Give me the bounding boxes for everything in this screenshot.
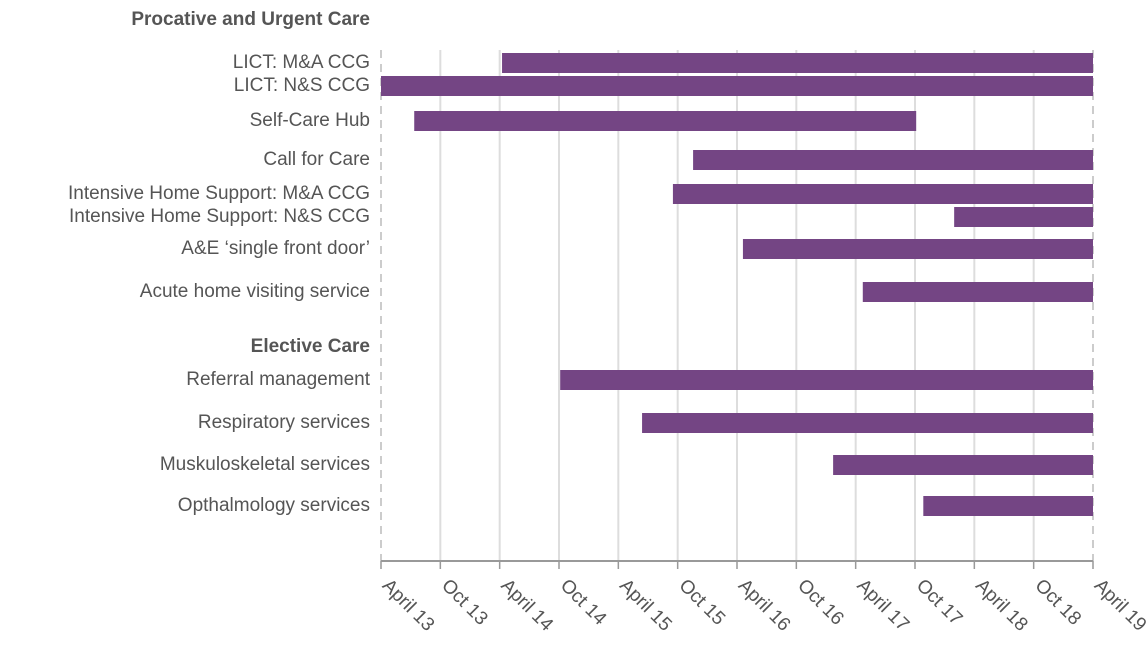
group-header: Procative and Urgent Care [131, 9, 370, 30]
task-label: A&E ‘single front door’ [181, 238, 370, 259]
task-bar [414, 111, 917, 131]
task-bar [862, 282, 1093, 302]
x-tick-label: Oct 13 [437, 575, 491, 629]
task-bar [642, 413, 1093, 433]
x-tick-label: April 15 [615, 575, 675, 635]
task-label: Muskuloskeletal services [160, 454, 370, 475]
task-bar [693, 150, 1093, 170]
x-tick-label: Oct 16 [793, 575, 847, 629]
x-tick-label: April 17 [853, 575, 913, 635]
task-bar [923, 496, 1093, 516]
x-tick-label: Oct 14 [556, 575, 611, 630]
task-label: LICT: N&S CCG [234, 75, 370, 96]
task-bar [672, 184, 1093, 204]
task-bar [742, 239, 1093, 259]
task-label: Acute home visiting service [140, 281, 370, 302]
task-bar [502, 53, 1093, 73]
task-label: Call for Care [263, 149, 370, 170]
task-bar [833, 455, 1093, 475]
x-tick-label: Oct 17 [912, 575, 966, 629]
task-label: Intensive Home Support: N&S CCG [69, 206, 370, 227]
task-label: Intensive Home Support: M&A CCG [68, 183, 370, 204]
x-tick-label: Oct 18 [1031, 575, 1085, 629]
task-bar [954, 207, 1093, 227]
task-label: Self-Care Hub [250, 110, 370, 131]
x-tick-label: April 19 [1090, 575, 1147, 635]
task-label: Referral management [186, 369, 370, 390]
task-label: Respiratory services [198, 412, 370, 433]
task-bar [381, 76, 1093, 96]
task-label: LICT: M&A CCG [233, 52, 370, 73]
group-header: Elective Care [251, 336, 370, 357]
x-tick-label: April 18 [971, 575, 1031, 635]
task-label: Opthalmology services [178, 495, 370, 516]
x-tick-label: April 16 [734, 575, 794, 635]
task-bar [560, 370, 1093, 390]
x-tick-label: April 13 [378, 575, 438, 635]
x-tick-label: Oct 15 [675, 575, 729, 629]
x-tick-label: April 14 [497, 575, 558, 636]
